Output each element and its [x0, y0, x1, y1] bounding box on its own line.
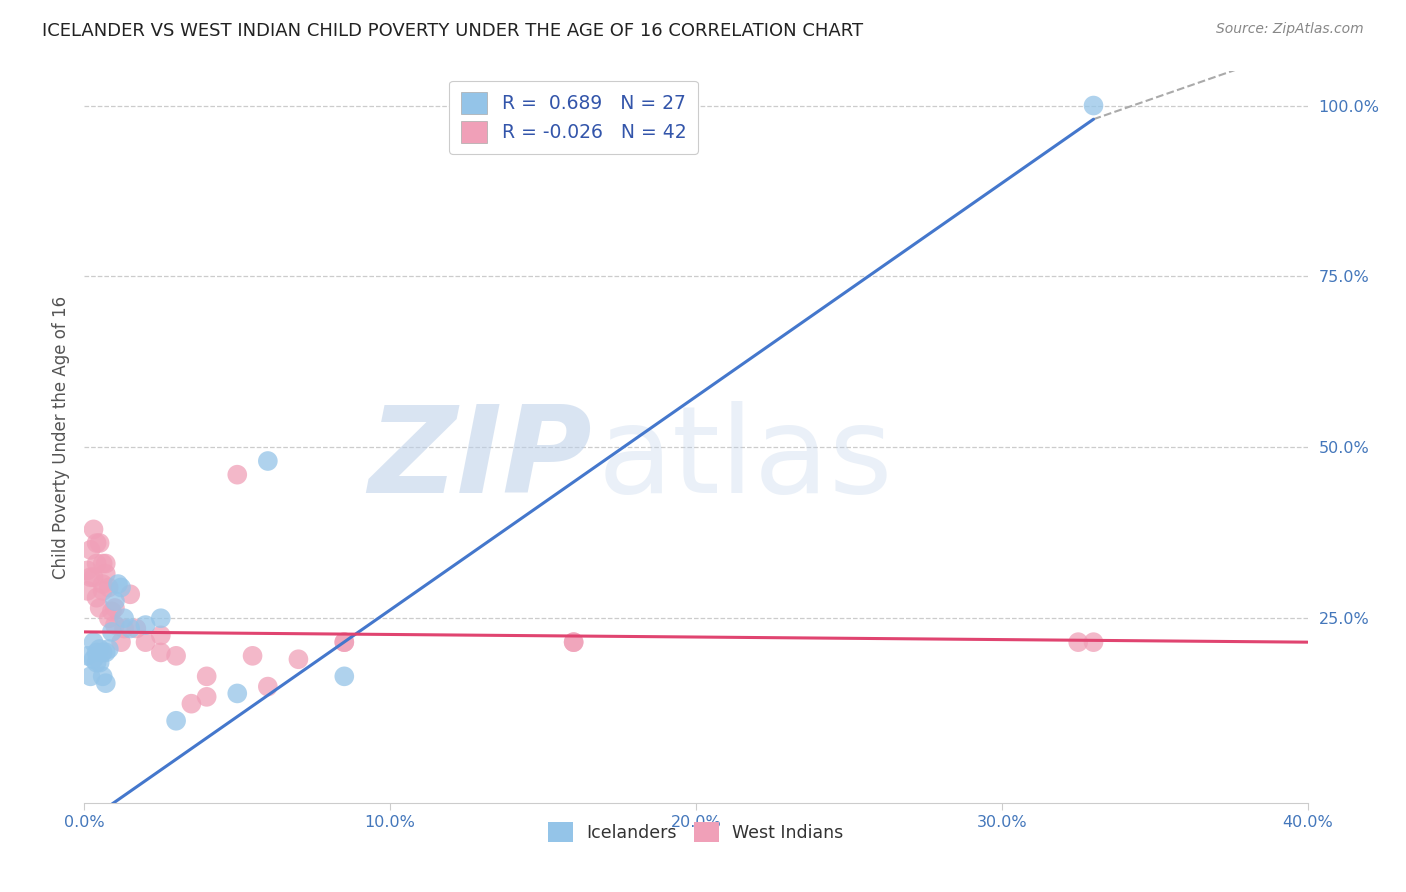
Y-axis label: Child Poverty Under the Age of 16: Child Poverty Under the Age of 16	[52, 295, 70, 579]
Text: ICELANDER VS WEST INDIAN CHILD POVERTY UNDER THE AGE OF 16 CORRELATION CHART: ICELANDER VS WEST INDIAN CHILD POVERTY U…	[42, 22, 863, 40]
Point	[86, 656, 108, 670]
Point	[107, 577, 129, 591]
Point	[91, 645, 114, 659]
Point	[79, 669, 101, 683]
Point	[101, 604, 124, 618]
Point	[91, 583, 114, 598]
Point	[89, 601, 111, 615]
Point	[287, 652, 309, 666]
Point	[83, 522, 105, 536]
Point	[180, 697, 202, 711]
Point	[165, 714, 187, 728]
Point	[104, 618, 127, 632]
Point	[333, 669, 356, 683]
Point	[112, 622, 135, 636]
Point	[76, 563, 98, 577]
Point	[257, 680, 280, 694]
Point	[97, 611, 120, 625]
Point	[83, 652, 105, 666]
Point	[562, 98, 585, 112]
Point	[104, 594, 127, 608]
Point	[97, 642, 120, 657]
Point	[76, 648, 98, 663]
Point	[149, 628, 172, 642]
Point	[242, 648, 264, 663]
Point	[79, 570, 101, 584]
Point	[333, 635, 356, 649]
Point	[562, 635, 585, 649]
Point	[110, 635, 132, 649]
Point	[101, 624, 124, 639]
Text: ZIP: ZIP	[368, 401, 592, 517]
Point	[120, 622, 142, 636]
Point	[165, 648, 187, 663]
Point	[257, 454, 280, 468]
Point	[83, 570, 105, 584]
Text: Source: ZipAtlas.com: Source: ZipAtlas.com	[1216, 22, 1364, 37]
Text: atlas: atlas	[598, 401, 894, 517]
Point	[1067, 635, 1090, 649]
Point	[83, 635, 105, 649]
Legend: Icelanders, West Indians: Icelanders, West Indians	[541, 815, 851, 849]
Point	[149, 645, 172, 659]
Point	[94, 566, 117, 581]
Point	[94, 557, 117, 571]
Point	[89, 536, 111, 550]
Point	[333, 635, 356, 649]
Point	[135, 635, 157, 649]
Point	[195, 669, 218, 683]
Point	[1083, 635, 1105, 649]
Point	[125, 622, 148, 636]
Point	[86, 536, 108, 550]
Point	[86, 557, 108, 571]
Point	[79, 542, 101, 557]
Point	[195, 690, 218, 704]
Point	[76, 583, 98, 598]
Point	[94, 645, 117, 659]
Point	[104, 601, 127, 615]
Point	[562, 635, 585, 649]
Point	[89, 642, 111, 657]
Point	[110, 581, 132, 595]
Point	[226, 686, 249, 700]
Point	[89, 656, 111, 670]
Point	[97, 581, 120, 595]
Point	[94, 676, 117, 690]
Point	[149, 611, 172, 625]
Point	[86, 591, 108, 605]
Point	[112, 611, 135, 625]
Point	[120, 587, 142, 601]
Point	[91, 577, 114, 591]
Point	[91, 557, 114, 571]
Point	[226, 467, 249, 482]
Point	[91, 669, 114, 683]
Point	[135, 618, 157, 632]
Point	[1083, 98, 1105, 112]
Point	[86, 645, 108, 659]
